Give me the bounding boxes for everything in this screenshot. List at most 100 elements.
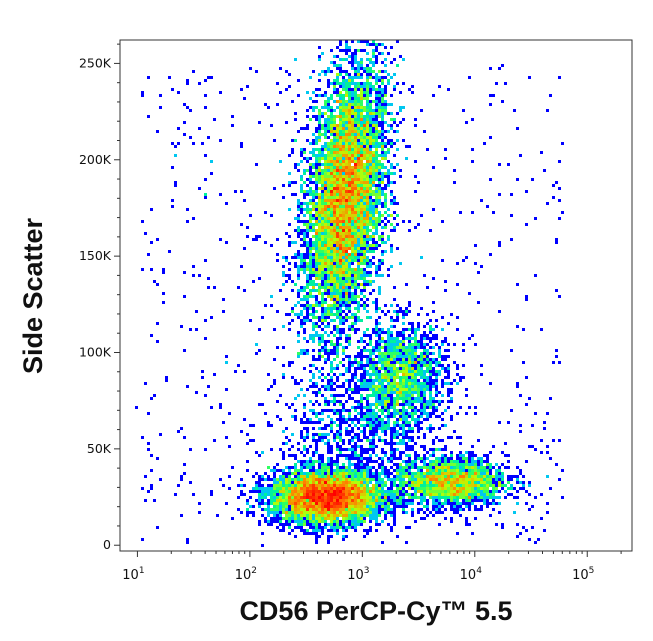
event-dot <box>363 283 366 286</box>
event-dot <box>369 487 372 490</box>
event-dot <box>333 475 336 478</box>
event-dot <box>306 490 309 493</box>
event-dot <box>372 166 375 169</box>
event-dot <box>324 103 327 106</box>
event-dot <box>396 409 399 412</box>
event-dot <box>363 163 366 166</box>
event-dot <box>345 175 348 178</box>
event-dot <box>348 193 351 196</box>
event-dot <box>345 517 348 520</box>
event-dot <box>426 382 429 385</box>
event-dot <box>354 226 357 229</box>
event-dot <box>363 364 366 367</box>
event-dot <box>330 211 333 214</box>
event-dot <box>342 181 345 184</box>
event-dot <box>384 433 387 436</box>
event-dot <box>459 475 462 478</box>
event-dot <box>465 475 468 478</box>
event-dot <box>414 409 417 412</box>
event-dot <box>318 160 321 163</box>
event-dot <box>312 469 315 472</box>
event-dot <box>345 226 348 229</box>
event-dot <box>348 223 351 226</box>
event-dot <box>438 487 441 490</box>
event-dot <box>336 226 339 229</box>
event-dot <box>411 406 414 409</box>
event-dot <box>303 499 306 502</box>
event-dots <box>135 40 564 547</box>
event-dot <box>480 490 483 493</box>
event-dot <box>360 151 363 154</box>
event-dot <box>438 508 441 511</box>
event-dot <box>411 337 414 340</box>
event-dot <box>348 505 351 508</box>
event-dot <box>306 340 309 343</box>
event-dot <box>333 346 336 349</box>
event-dot <box>273 484 276 487</box>
event-dot <box>327 481 330 484</box>
event-dot <box>459 496 462 499</box>
event-dot <box>456 436 459 439</box>
event-dot <box>258 523 261 526</box>
event-dot <box>420 487 423 490</box>
event-dot <box>297 253 300 256</box>
event-dot <box>354 328 357 331</box>
event-dot <box>408 493 411 496</box>
event-dot <box>441 469 444 472</box>
event-dot <box>372 433 375 436</box>
event-dot <box>309 517 312 520</box>
event-dot <box>390 76 393 79</box>
event-dot <box>339 100 342 103</box>
event-dot <box>450 475 453 478</box>
event-dot <box>465 490 468 493</box>
event-dot <box>516 481 519 484</box>
event-dot <box>357 169 360 172</box>
event-dot <box>516 466 519 469</box>
event-dot <box>324 217 327 220</box>
event-dot <box>336 160 339 163</box>
event-dot <box>297 511 300 514</box>
event-dot <box>366 364 369 367</box>
event-dot <box>441 364 444 367</box>
event-dot <box>354 106 357 109</box>
event-dot <box>477 469 480 472</box>
event-dot <box>396 370 399 373</box>
event-dot <box>327 100 330 103</box>
event-dot <box>318 370 321 373</box>
event-dot <box>339 469 342 472</box>
event-dot <box>396 304 399 307</box>
event-dot <box>441 412 444 415</box>
event-dot <box>321 211 324 214</box>
event-dot <box>336 262 339 265</box>
event-dot <box>300 436 303 439</box>
event-dot <box>375 151 378 154</box>
event-dot <box>330 469 333 472</box>
event-dot <box>336 313 339 316</box>
event-dot <box>366 511 369 514</box>
event-dot <box>405 463 408 466</box>
event-dot <box>387 160 390 163</box>
event-dot <box>414 484 417 487</box>
event-dot <box>408 364 411 367</box>
event-dot <box>462 490 465 493</box>
event-dot <box>354 220 357 223</box>
event-dot <box>414 451 417 454</box>
event-dot <box>354 484 357 487</box>
event-dot <box>339 394 342 397</box>
event-dot <box>330 289 333 292</box>
event-dot <box>396 436 399 439</box>
event-dot <box>429 496 432 499</box>
event-dot <box>339 142 342 145</box>
event-dot <box>381 352 384 355</box>
event-dot <box>366 220 369 223</box>
event-dot <box>324 238 327 241</box>
event-dot <box>456 511 459 514</box>
event-dot <box>303 472 306 475</box>
event-dot <box>429 490 432 493</box>
event-dot <box>366 256 369 259</box>
event-dot <box>357 40 360 43</box>
event-dot <box>390 472 393 475</box>
event-dot <box>369 373 372 376</box>
event-dot <box>429 469 432 472</box>
event-dot <box>387 361 390 364</box>
